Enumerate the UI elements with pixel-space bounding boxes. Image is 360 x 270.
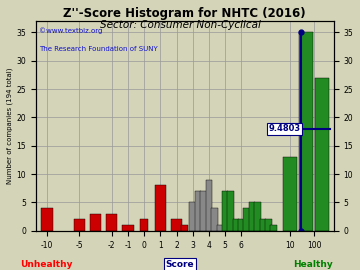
Bar: [41, 208, 53, 231]
Bar: [315, 78, 329, 231]
Bar: [216, 225, 223, 231]
Text: Sector: Consumer Non-Cyclical: Sector: Consumer Non-Cyclical: [100, 20, 260, 30]
Bar: [106, 214, 117, 231]
Bar: [299, 32, 313, 231]
Bar: [74, 220, 85, 231]
Bar: [265, 220, 271, 231]
Title: Z''-Score Histogram for NHTC (2016): Z''-Score Histogram for NHTC (2016): [63, 7, 306, 20]
Bar: [254, 202, 261, 231]
Text: Score: Score: [166, 260, 194, 269]
Bar: [140, 220, 148, 231]
Bar: [195, 191, 201, 231]
Bar: [181, 225, 188, 231]
Bar: [90, 214, 101, 231]
Bar: [206, 180, 212, 231]
Bar: [270, 225, 277, 231]
Text: The Research Foundation of SUNY: The Research Foundation of SUNY: [39, 46, 157, 52]
Bar: [211, 208, 217, 231]
Bar: [171, 220, 182, 231]
Bar: [249, 202, 255, 231]
Bar: [155, 185, 166, 231]
Bar: [122, 225, 134, 231]
Bar: [238, 220, 244, 231]
Bar: [283, 157, 297, 231]
Y-axis label: Number of companies (194 total): Number of companies (194 total): [7, 68, 13, 184]
Bar: [201, 191, 207, 231]
Bar: [243, 208, 250, 231]
Bar: [233, 220, 239, 231]
Text: ©www.textbiz.org: ©www.textbiz.org: [39, 27, 102, 34]
Text: 9.4803: 9.4803: [268, 124, 300, 133]
Bar: [222, 191, 228, 231]
Bar: [260, 220, 266, 231]
Text: Healthy: Healthy: [293, 260, 333, 269]
Bar: [227, 191, 234, 231]
Bar: [189, 202, 196, 231]
Text: Unhealthy: Unhealthy: [21, 260, 73, 269]
